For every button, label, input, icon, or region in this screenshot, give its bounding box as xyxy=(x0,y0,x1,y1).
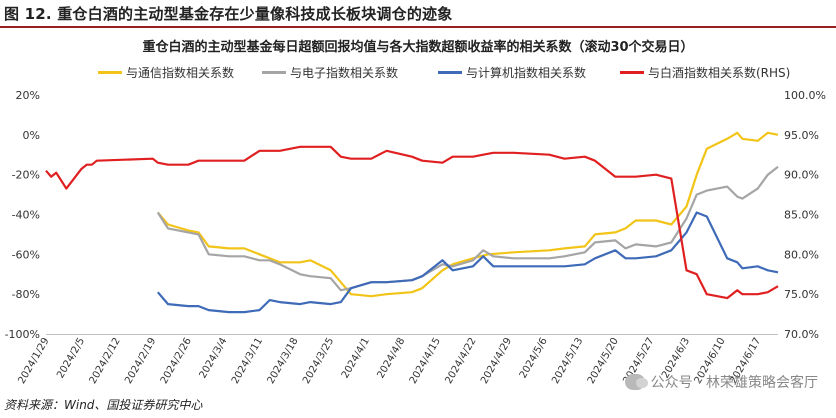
y-right-tick-label: 100.0% xyxy=(784,89,826,102)
title-divider xyxy=(0,26,836,28)
x-tick-label: 2024/4/15 xyxy=(408,336,443,386)
x-tick-label: 2024/3/11 xyxy=(230,336,265,386)
legend-swatch-elec xyxy=(262,71,286,74)
legend-item-elec: 与电子指数相关系数 xyxy=(262,64,398,81)
legend-swatch-comp xyxy=(438,71,462,74)
legend-swatch-comm xyxy=(98,71,122,74)
legend-item-comp: 与计算机指数相关系数 xyxy=(438,64,586,81)
legend-item-comm: 与通信指数相关系数 xyxy=(98,64,234,81)
y-right-tick-label: 85.0% xyxy=(784,209,819,222)
x-tick-label: 2024/3/18 xyxy=(266,336,301,386)
legend-swatch-liquor xyxy=(620,71,644,74)
legend-label-liquor: 与白酒指数相关系数(RHS) xyxy=(648,66,791,80)
x-tick-label: 2024/2/19 xyxy=(123,336,158,386)
x-tick-label: 2024/2/12 xyxy=(88,336,123,386)
x-tick-label: 2024/4/1 xyxy=(340,336,372,380)
y-left-tick-label: -20% xyxy=(12,169,40,182)
watermark: 公众号 · 林荣雄策略会客厅 xyxy=(624,372,818,392)
source-note: 资料来源：Wind、国投证券研究中心 xyxy=(4,398,203,412)
x-tick-label: 2024/4/8 xyxy=(375,336,407,380)
x-tick-label: 2024/5/6 xyxy=(518,336,550,380)
y-left-tick-label: -40% xyxy=(12,209,40,222)
x-tick-label: 2024/4/22 xyxy=(443,336,478,386)
series-line-0 xyxy=(156,131,779,298)
y-right-tick-label: 80.0% xyxy=(784,248,819,261)
x-tick-label: 2024/1/29 xyxy=(16,336,51,386)
series-line-2 xyxy=(156,211,779,314)
x-tick-label: 2024/5/13 xyxy=(550,336,585,386)
series-line-1 xyxy=(156,165,779,292)
y-right-tick-label: 75.0% xyxy=(784,288,819,301)
y-left-tick-label: -60% xyxy=(12,248,40,261)
legend-label-comp: 与计算机指数相关系数 xyxy=(466,66,587,80)
watermark-text: 公众号 · 林荣雄策略会客厅 xyxy=(650,375,818,391)
y-right-tick-label: 70.0% xyxy=(784,328,819,341)
legend-item-liquor: 与白酒指数相关系数(RHS) xyxy=(620,64,790,81)
wechat-icon xyxy=(624,374,648,390)
legend-label-elec: 与电子指数相关系数 xyxy=(290,66,399,80)
legend-label-comm: 与通信指数相关系数 xyxy=(126,66,235,80)
x-tick-label: 2024/2/26 xyxy=(159,336,194,386)
x-tick-label: 2024/5/20 xyxy=(586,336,621,386)
series-line-3 xyxy=(45,145,779,300)
x-tick-label: 2024/3/25 xyxy=(301,336,336,386)
x-tick-label: 2024/3/4 xyxy=(198,336,230,380)
y-left-tick-label: 20% xyxy=(16,89,40,102)
y-left-tick-label: 0% xyxy=(23,129,40,142)
y-right-tick-label: 95.0% xyxy=(784,129,819,142)
x-tick-label: 2024/4/29 xyxy=(479,336,514,386)
figure-title: 图 12. 重仓白酒的主动型基金存在少量像科技成长板块调仓的迹象 xyxy=(4,5,453,23)
y-right-tick-label: 90.0% xyxy=(784,169,819,182)
y-left-tick-label: -100% xyxy=(5,328,40,341)
y-left-tick-label: -80% xyxy=(12,288,40,301)
x-tick-label: 2024/2/5 xyxy=(55,336,87,380)
chart-title: 重仓白酒的主动型基金每日超额回报均值与各大指数超额收益率的相关系数（滚动30个交… xyxy=(142,40,694,55)
